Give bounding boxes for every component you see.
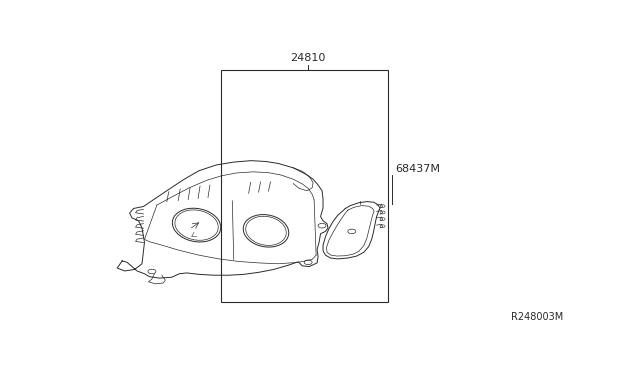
Bar: [221, 70, 388, 302]
Text: 68437M: 68437M: [395, 164, 440, 174]
Text: 24810: 24810: [291, 53, 326, 63]
Text: R248003M: R248003M: [511, 312, 564, 323]
